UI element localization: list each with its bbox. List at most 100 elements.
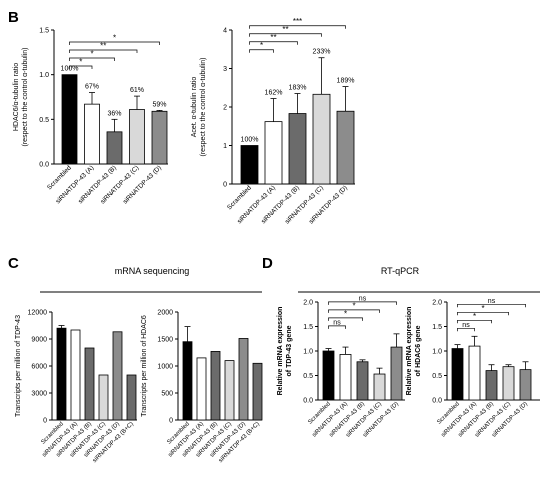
bar [112, 331, 123, 421]
y-axis-label: Transcripts per million of TDP-43 [15, 315, 22, 417]
bar [238, 338, 249, 421]
y-tick-label: 0 [43, 418, 47, 425]
y-tick-label: 0.0 [303, 398, 313, 405]
significance-bracket [249, 49, 274, 53]
bar-value-label: 233% [313, 49, 331, 56]
significance-label: * [260, 41, 263, 50]
bar-value-label: 189% [337, 78, 355, 85]
significance-label: * [113, 34, 116, 43]
bar [502, 366, 515, 401]
significance-label: * [352, 301, 355, 310]
bar [356, 361, 369, 401]
y-tick-label: 2000 [157, 310, 173, 317]
significance-label: ** [282, 25, 288, 34]
significance-label: * [90, 50, 93, 59]
y-axis-label-line: (respect to the control α-tubulin) [22, 48, 29, 147]
significance-label: *** [293, 17, 302, 26]
significance-bracket [328, 325, 346, 329]
panel-letter-d: D [262, 255, 273, 272]
bar [61, 74, 78, 165]
significance-bracket [249, 25, 346, 29]
y-tick-label: 0.5 [303, 373, 313, 380]
significance-bracket [328, 317, 363, 321]
significance-bracket [249, 33, 322, 37]
y-tick-label: 1.5 [432, 324, 442, 331]
panel-letter-c: C [8, 255, 19, 272]
bar [98, 374, 109, 421]
bar-value-label: 183% [289, 85, 307, 92]
bar-value-label: 67% [85, 84, 99, 91]
significance-label: ns [488, 298, 496, 305]
bar [196, 357, 207, 421]
y-axis-label: Relative mRNA expression of HDAC6 gene [406, 307, 422, 396]
bar [264, 121, 283, 185]
chart-rtqpcr-hdac6: 0.0 0.5 1.0 1.5 2.0 Relative mRNA expression o… [406, 298, 540, 439]
significance-bracket [249, 41, 298, 45]
y-tick-label: 2.0 [303, 300, 313, 307]
y-axis-label-line: of TDP-43 gene [286, 325, 293, 376]
y-tick-label: 500 [161, 391, 173, 398]
y-tick-label: 4 [223, 28, 227, 35]
y-tick-label: 0 [169, 418, 173, 425]
y-axis-label-line: Transcripts per million of TDP-43 [15, 315, 22, 417]
bar [390, 346, 403, 401]
y-axis-label: HDAC6/α-tubulin ratio (respect to the con… [13, 48, 29, 147]
bar [312, 93, 331, 185]
y-tick-label: 1500 [157, 337, 173, 344]
significance-label: * [79, 58, 82, 67]
y-tick-label: 0.5 [39, 117, 49, 124]
chart-rtqpcr-tdp43: 0.0 0.5 1.0 1.5 2.0 Relative mRNA expression o… [277, 295, 405, 439]
y-axis-label-line: (respect to the control α-tubulin) [200, 58, 207, 157]
bar [373, 373, 386, 401]
bar [84, 103, 100, 165]
bar-value-label: 100% [241, 137, 259, 144]
y-axis-label: Transcripts per million of HDAC6 [141, 315, 148, 417]
panel-c-heading: mRNA sequencing [115, 266, 190, 276]
bar [252, 362, 263, 421]
bar-value-label: 59% [152, 101, 166, 108]
y-tick-label: 1 [223, 143, 227, 150]
y-tick-label: 12000 [28, 310, 48, 317]
bar [56, 327, 67, 421]
significance-label: ns [359, 295, 367, 302]
y-tick-label: 1.0 [39, 72, 49, 79]
y-tick-label: 0.0 [39, 162, 49, 169]
panel-d-heading: RT-qPCR [381, 266, 420, 276]
y-tick-label: 0.5 [432, 373, 442, 380]
significance-bracket [69, 49, 138, 53]
y-tick-label: 1.5 [303, 324, 313, 331]
bar-value-label: 162% [265, 90, 283, 97]
bar [288, 113, 307, 185]
bar-value-label: 100% [61, 66, 79, 73]
bar [106, 131, 123, 165]
chart-tpm-hdac6: 0 500 1000 1500 2000 Transcripts per million … [141, 310, 263, 464]
y-axis-label: Relative mRNA expression of TDP-43 gene [277, 307, 293, 396]
bar [485, 370, 498, 401]
bar [151, 110, 168, 165]
bar [210, 351, 221, 421]
y-tick-label: 1.0 [432, 349, 442, 356]
bar [224, 360, 235, 421]
bar [451, 348, 464, 401]
y-axis-label-line: Transcripts per million of HDAC6 [141, 315, 148, 417]
bar [182, 341, 193, 421]
y-axis-label-line: Acet. α-tubulin ratio [191, 77, 198, 138]
y-tick-label: 3000 [31, 391, 47, 398]
significance-bracket [69, 65, 93, 69]
significance-label: ns [462, 322, 470, 329]
bar [336, 110, 355, 185]
bar [240, 145, 259, 185]
bar [322, 350, 335, 401]
bar-value-label: 36% [107, 110, 121, 117]
chart-tpm-tdp43: 0 3000 6000 9000 12000 Transcripts per millio… [15, 310, 137, 464]
significance-label: ** [100, 42, 106, 51]
y-tick-label: 2.0 [432, 300, 442, 307]
y-tick-label: 1.5 [39, 28, 49, 35]
chart-acet-tubulin-ratio: 0 1 2 3 4 Acet. α-tubulin ratio (respect to th… [191, 17, 355, 226]
bar [70, 329, 81, 421]
significance-bracket [457, 319, 492, 324]
bar [84, 347, 95, 421]
y-axis-label-line: Relative mRNA expression [277, 307, 284, 396]
y-tick-label: 0 [223, 182, 227, 189]
